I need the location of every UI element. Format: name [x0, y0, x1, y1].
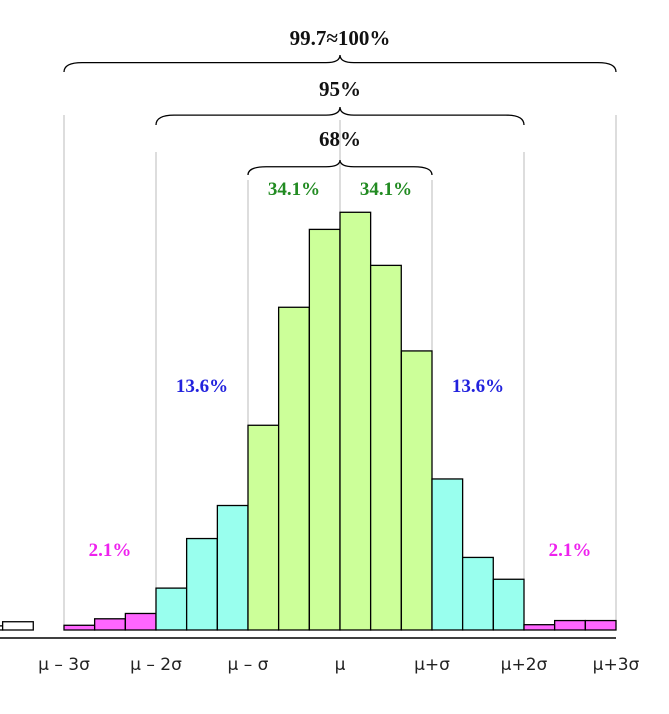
bracket-1	[155, 106, 525, 126]
histogram-bar-16	[492, 578, 525, 631]
bracket-2	[63, 54, 617, 73]
histogram-bar-2	[63, 624, 96, 631]
bracket-label-0: 68%	[319, 127, 361, 151]
histogram-bar-18	[553, 619, 586, 631]
tick-label-3: μ	[335, 655, 346, 675]
bracket-label-1: 95%	[319, 77, 361, 101]
region-label-3: 34.1%	[360, 179, 412, 200]
tick-label-6: μ+3σ	[593, 655, 640, 675]
tick-label-0: μ – 3σ	[38, 655, 90, 675]
region-label-5: 2.1%	[549, 540, 592, 561]
region-label-2: 34.1%	[268, 179, 320, 200]
histogram-bar-15	[461, 556, 494, 631]
histogram-bar-1	[1, 621, 34, 631]
histogram-bar-10	[308, 228, 341, 631]
histogram-bar-12	[369, 264, 402, 631]
bracket-label-2: 99.7≈100%	[290, 26, 391, 50]
histogram-bar-5	[155, 587, 188, 631]
tick-label-2: μ – σ	[228, 655, 269, 675]
region-label-1: 13.6%	[176, 376, 228, 397]
histogram-bars	[0, 211, 617, 631]
region-label-4: 13.6%	[452, 376, 504, 397]
histogram-bar-9	[277, 306, 310, 631]
tick-label-4: μ+σ	[414, 655, 450, 675]
histogram-bar-8	[247, 424, 280, 631]
coverage-brackets: 68% 95% 99.7≈100%	[63, 26, 617, 176]
histogram-bar-11	[339, 211, 372, 631]
region-percent-labels: 2.1% 13.6% 34.1% 34.1% 13.6% 2.1%	[89, 179, 592, 561]
histogram-bar-7	[216, 504, 249, 631]
tick-label-5: μ+2σ	[501, 655, 548, 675]
bracket-0	[247, 159, 433, 176]
histogram-bar-19	[584, 619, 617, 631]
histogram-bar-3	[93, 618, 126, 631]
x-axis-tick-labels: μ – 3σ μ – 2σ μ – σ μ μ+σ μ+2σ μ+3σ	[38, 655, 639, 675]
histogram-bar-13	[400, 350, 433, 631]
region-label-0: 2.1%	[89, 540, 132, 561]
histogram-bar-4	[124, 612, 157, 631]
histogram-bar-17	[523, 624, 556, 631]
tick-label-1: μ – 2σ	[130, 655, 182, 675]
histogram-bar-14	[431, 478, 464, 631]
histogram-bar-6	[185, 537, 218, 631]
